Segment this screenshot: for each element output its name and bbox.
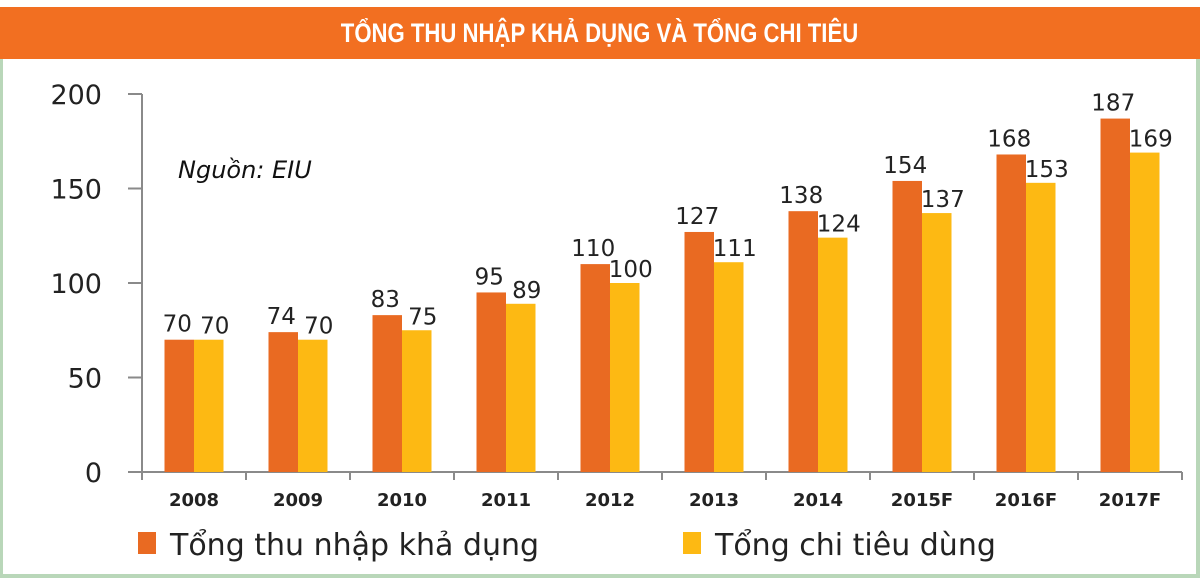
legend-swatch-spending (683, 532, 701, 554)
data-label: 169 (1129, 127, 1173, 153)
bar-spending (1026, 182, 1056, 472)
x-tick-label: 2015F (891, 490, 953, 511)
data-label: 138 (779, 183, 823, 209)
bar-income (164, 339, 194, 472)
bar-income (996, 154, 1026, 473)
x-tick-label: 2010 (377, 490, 427, 511)
chart-title-bar: TỔNG THU NHẬP KHẢ DỤNG VÀ TỔNG CHI TIÊU (0, 7, 1200, 59)
data-label: 153 (1025, 157, 1069, 183)
y-tick-label: 150 (50, 175, 102, 206)
legend-swatch-income (138, 532, 156, 554)
data-label: 111 (713, 236, 757, 262)
bar-income (268, 332, 298, 472)
source-note: Nguồn: EIU (178, 156, 312, 184)
bar-income (684, 231, 714, 472)
x-tick-label: 2012 (585, 490, 635, 511)
bar-income (372, 315, 402, 472)
data-label: 89 (512, 278, 541, 304)
x-tick-label: 2013 (689, 490, 739, 511)
y-tick-label: 100 (50, 269, 102, 300)
bar-income (1100, 118, 1130, 472)
data-label: 168 (987, 126, 1031, 152)
data-label: 95 (475, 264, 504, 290)
y-axis: 0 50 100 150 200 (50, 80, 143, 489)
x-axis: 2008 2009 2010 2011 2012 2013 2014 2015F 2016F 20… (128, 471, 1183, 511)
data-label: 137 (921, 187, 965, 213)
chart-title: TỔNG THU NHẬP KHẢ DỤNG VÀ TỔNG CHI TIÊU (341, 18, 859, 48)
bar-spending (818, 237, 848, 472)
x-tick-label: 2014 (793, 490, 843, 511)
data-label: 70 (163, 312, 192, 338)
bar-spending (506, 303, 536, 472)
legend: Tổng thu nhập khả dụng Tổng chi tiêu dùng (138, 527, 996, 563)
bar-spending (714, 262, 744, 472)
data-label: 187 (1091, 91, 1135, 117)
bar-series (164, 118, 1160, 473)
y-tick-label: 0 (85, 458, 102, 489)
data-label: 70 (200, 314, 229, 340)
data-label: 127 (675, 204, 719, 230)
data-label: 75 (408, 304, 437, 330)
y-tick-label: 200 (50, 80, 102, 111)
data-label: 154 (883, 153, 927, 179)
data-label: 110 (571, 236, 615, 262)
x-tick-label: 2017F (1099, 490, 1161, 511)
data-label: 70 (304, 314, 333, 340)
bar-income (788, 211, 818, 472)
x-tick-label: 2008 (169, 490, 219, 511)
x-tick-label: 2016F (995, 490, 1057, 511)
bar-spending (194, 339, 224, 472)
x-tick-label: 2009 (273, 490, 323, 511)
y-tick-label: 50 (68, 364, 102, 395)
bar-spending (922, 213, 952, 472)
data-label: 83 (371, 287, 400, 313)
bar-spending (402, 330, 432, 472)
x-tick-label: 2011 (481, 490, 531, 511)
bar-income (892, 180, 922, 472)
legend-label-spending: Tổng chi tiêu dùng (714, 527, 996, 563)
bar-income (476, 292, 506, 472)
bar-spending (1130, 152, 1160, 472)
legend-label-income: Tổng thu nhập khả dụng (169, 527, 539, 563)
bar-income (580, 264, 610, 472)
data-label: 74 (267, 304, 296, 330)
data-label: 124 (817, 212, 861, 238)
bar-spending (610, 283, 640, 472)
bar-spending (298, 339, 328, 472)
data-label: 100 (609, 257, 653, 283)
